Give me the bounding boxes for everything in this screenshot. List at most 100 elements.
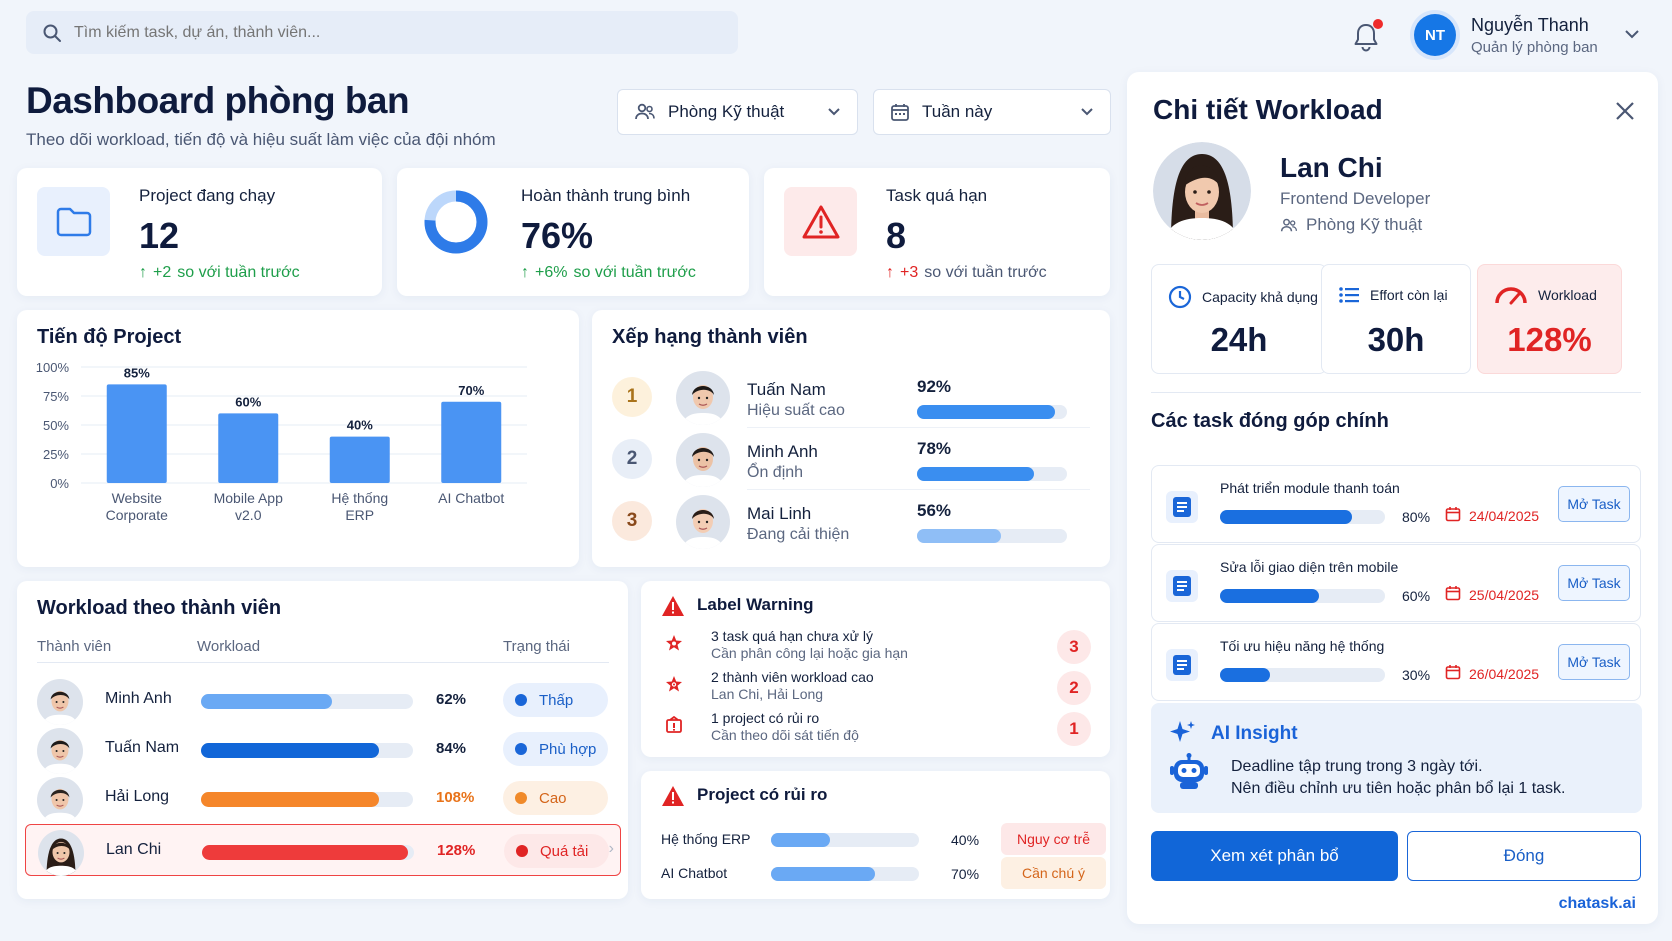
metric-label-text: Workload (1538, 287, 1597, 303)
open-task-button[interactable]: Mở Task (1558, 486, 1630, 522)
document-icon (1166, 649, 1198, 681)
ranking-row[interactable]: 3 Mai Linh Đang cải thiện 56% (612, 489, 1090, 551)
user-avatar[interactable]: NT (1414, 14, 1456, 56)
column-header-status: Trạng thái (503, 638, 570, 655)
task-item[interactable]: Tối ưu hiệu năng hệ thống 30% 26/04/2025 Mở… (1151, 623, 1641, 701)
stat-delta-value: +3 (900, 264, 919, 281)
table-row[interactable]: Lan Chi 128% Quá tải › (25, 824, 621, 876)
period-select[interactable]: Tuần này (873, 89, 1111, 135)
close-icon[interactable] (1612, 98, 1638, 124)
stat-card-completion[interactable]: Hoàn thành trung bình 76% ↑ +6% so với t… (397, 168, 749, 296)
task-due-date: 24/04/2025 (1445, 506, 1539, 525)
task-date-text: 26/04/2025 (1469, 665, 1540, 682)
bell-icon[interactable] (1352, 22, 1380, 52)
close-button[interactable]: Đóng (1407, 831, 1641, 881)
x-tick-label: ERP (345, 507, 374, 523)
metric-value: 128% (1507, 321, 1592, 358)
robot-icon (1170, 753, 1208, 789)
x-tick-label: v2.0 (235, 507, 262, 523)
search-input[interactable] (74, 23, 714, 42)
table-row[interactable]: Hải Long 108% Cao (25, 772, 621, 824)
task-progress-fill (1220, 510, 1352, 524)
chevron-right-icon[interactable]: › (608, 840, 614, 857)
table-row[interactable]: Tuấn Nam 84% Phù hợp (25, 723, 621, 775)
avatar (676, 371, 730, 425)
card-title: Tiến độ Project (37, 326, 182, 348)
bar[interactable] (218, 413, 279, 483)
table-row[interactable]: Minh Anh 62% Thấp (25, 674, 621, 726)
task-item[interactable]: Sửa lỗi giao diện trên mobile 60% 25/04/20… (1151, 544, 1641, 622)
warning-item[interactable]: 2 thành viên workload cao Lan Chi, Hải Lo… (661, 669, 1091, 709)
task-item[interactable]: Phát triển module thanh toán 80% 24/04/202… (1151, 465, 1641, 543)
department-select[interactable]: Phòng Kỹ thuật (617, 89, 858, 135)
member-note: Hiệu suất cao (747, 402, 845, 419)
y-tick-label: 25% (43, 447, 69, 462)
bar[interactable] (441, 401, 502, 483)
metric-value: 24h (1210, 321, 1268, 358)
project-name: Hệ thống ERP (661, 831, 751, 847)
metric-capacity: Capacity khả dụng 24h (1151, 264, 1327, 374)
metric-effort: Effort còn lại 30h (1321, 264, 1471, 374)
y-tick-label: 0% (50, 476, 69, 491)
member-ranking-card: Xếp hạng thành viên 1 Tuấn Nam Hiệu suất c… (592, 310, 1110, 567)
task-progress-fill (1220, 668, 1270, 682)
warning-count: 1 (1057, 712, 1091, 746)
progress-fill (771, 867, 875, 881)
page-subtitle: Theo dõi workload, tiến độ và hiệu suất … (26, 130, 496, 149)
member-name: Minh Anh (747, 442, 818, 461)
task-name: Phát triển module thanh toán (1220, 480, 1400, 496)
stat-delta-text: so với tuần trước (924, 264, 1047, 281)
task-name: Sửa lỗi giao diện trên mobile (1220, 559, 1399, 575)
progress-track (917, 405, 1067, 419)
bar[interactable] (106, 384, 167, 483)
divider (747, 489, 1090, 490)
review-allocation-button[interactable]: Xem xét phân bổ (1151, 831, 1398, 881)
document-icon (1166, 491, 1198, 523)
avatar (37, 679, 83, 725)
card-title: Label Warning (697, 595, 814, 614)
ranking-row[interactable]: 1 Tuấn Nam Hiệu suất cao 92% (612, 365, 1090, 428)
bar[interactable] (329, 436, 390, 483)
risk-project-row[interactable]: AI Chatbot 70% Cần chú ý (661, 857, 1106, 889)
column-header-member: Thành viên (37, 638, 112, 655)
status-dot (516, 845, 528, 857)
calendar-icon (1445, 664, 1461, 683)
user-name: Nguyễn Thanh (1471, 15, 1589, 35)
chevron-down-icon[interactable] (1624, 28, 1640, 40)
divider (747, 427, 1090, 428)
open-task-button[interactable]: Mở Task (1558, 565, 1630, 601)
sparkle-icon (1170, 721, 1195, 742)
status-dot (515, 694, 527, 706)
ai-insight-title: AI Insight (1211, 723, 1298, 744)
open-task-button[interactable]: Mở Task (1558, 644, 1630, 680)
warning-item[interactable]: 1 project có rủi ro Cần theo dõi sát tiến… (661, 710, 1091, 750)
workload-fill (201, 792, 380, 807)
stat-card-overdue[interactable]: Task quá hạn 8 ↑ +3 so với tuần trước (764, 168, 1110, 296)
users-icon (635, 103, 655, 120)
member-name: Tuấn Nam (747, 380, 826, 399)
warning-item[interactable]: 3 task quá hạn chưa xử lý Cần phân công l… (661, 628, 1091, 668)
rank-badge: 3 (612, 501, 652, 541)
status-text: Quá tải (540, 842, 589, 860)
status-badge: Phù hợp (503, 732, 608, 766)
stat-delta: ↑ +2 so với tuần trước (139, 264, 300, 282)
rank-badge: 1 (612, 377, 652, 417)
warning-subtitle: Lan Chi, Hải Long (711, 686, 824, 702)
stat-card-projects[interactable]: Project đang chạy 12 ↑ +2 so với tuần tr… (17, 168, 382, 296)
task-percent: 80% (1402, 509, 1431, 525)
task-name: Tối ưu hiệu năng hệ thống (1220, 638, 1385, 654)
member-name: Lan Chi (1280, 152, 1383, 183)
member-avatar (1153, 142, 1251, 240)
divider (1151, 392, 1641, 393)
x-tick-label: Corporate (106, 507, 168, 523)
status-dot (515, 743, 527, 755)
card-title: Project có rủi ro (697, 785, 828, 804)
ranking-row[interactable]: 2 Minh Anh Ổn định 78% (612, 427, 1090, 490)
risk-project-row[interactable]: Hệ thống ERP 40% Nguy cơ trễ (661, 823, 1106, 855)
brand-logo-text: chatask.ai (1558, 895, 1636, 912)
y-tick-label: 75% (43, 389, 69, 404)
warning-count: 3 (1057, 630, 1091, 664)
department-text: Phòng Kỹ thuật (1306, 215, 1423, 234)
metric-workload: Workload 128% (1477, 264, 1622, 374)
search-bar[interactable] (26, 11, 738, 54)
